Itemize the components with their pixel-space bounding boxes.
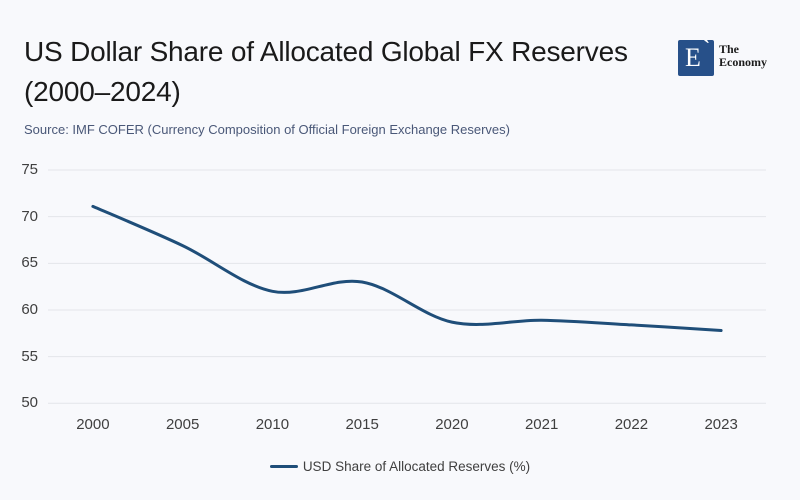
y-axis-label: 75 [21, 161, 38, 178]
logo-wordmark: The Economy [719, 40, 767, 69]
x-axis-label: 2021 [524, 416, 559, 433]
logo-wordmark-line1: The [719, 42, 740, 56]
y-axis-label: 70 [21, 207, 38, 225]
y-axis-label: 60 [21, 300, 38, 318]
x-axis-label: 2005 [165, 416, 200, 433]
x-axis-label: 2000 [76, 416, 110, 433]
x-axis-label: 2022 [614, 416, 649, 433]
y-axis-label: 65 [21, 254, 38, 272]
y-axis-label: 55 [21, 347, 38, 365]
page-title-line2: (2000–2024) [24, 76, 181, 107]
legend-label: USD Share of Allocated Reserves (%) [302, 459, 531, 474]
the-economy-logo: E ˋ The Economy [678, 37, 767, 76]
logo-monogram-icon: E ˋ [678, 37, 714, 76]
page-title-line1: US Dollar Share of Allocated Global FX R… [24, 36, 628, 67]
page-title: US Dollar Share of Allocated Global FX R… [24, 32, 664, 112]
x-axis-label: 2020 [435, 416, 469, 433]
source-note: Source: IMF COFER (Currency Composition … [24, 122, 510, 137]
legend-line-swatch [269, 465, 298, 468]
y-axis-label: 50 [21, 394, 38, 412]
x-axis-label: 2010 [255, 416, 290, 433]
usd-share-line [91, 204, 723, 332]
x-axis-label: 2023 [704, 416, 738, 433]
logo-letter: E [685, 43, 701, 72]
logo-accent-mark: ˋ [703, 37, 710, 59]
logo-wordmark-line2: Economy [719, 55, 767, 69]
x-axis-label: 2015 [345, 416, 379, 433]
legend: USD Share of Allocated Reserves (%) [0, 459, 800, 474]
